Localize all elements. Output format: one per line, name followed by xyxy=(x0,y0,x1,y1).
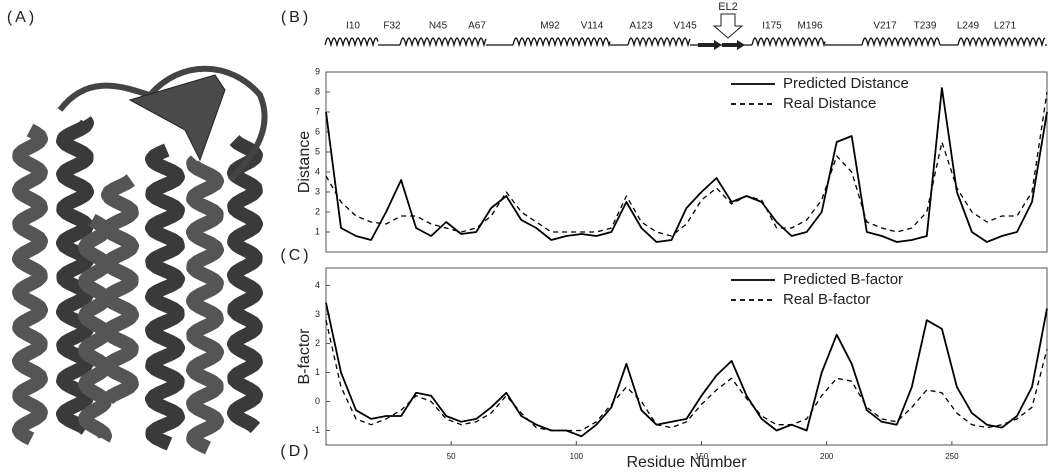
series-line xyxy=(325,87,1048,243)
helix xyxy=(751,37,826,48)
y-tick-label: 1 xyxy=(315,226,320,236)
helix xyxy=(627,37,691,48)
panel-label: (D) xyxy=(280,443,311,460)
structure-label: I10 xyxy=(346,21,360,32)
legend-label: Real B-factor xyxy=(783,291,871,308)
y-tick-label: 2 xyxy=(315,206,320,216)
y-tick-label: 9 xyxy=(315,66,320,76)
y-tick-label: 2 xyxy=(315,338,320,348)
structure-label: M196 xyxy=(797,21,822,32)
x-axis-label: Residue Number xyxy=(626,454,747,471)
legend-label: Predicted B-factor xyxy=(783,271,903,288)
helix-gap xyxy=(325,36,378,46)
x-tick-label: 150 xyxy=(695,452,709,461)
y-tick-label: 1 xyxy=(315,367,320,377)
y-axis-label: B-factor xyxy=(296,328,313,385)
legend-label: Predicted Distance xyxy=(783,75,909,92)
y-tick-label: 6 xyxy=(315,126,320,136)
y-tick-label: 3 xyxy=(315,309,320,319)
loop-arrow xyxy=(712,13,744,39)
structure-label: L271 xyxy=(994,21,1017,32)
y-tick-label: 7 xyxy=(315,106,320,116)
protein-structure xyxy=(12,65,268,455)
helix xyxy=(512,37,611,48)
helix xyxy=(56,116,94,435)
series-line xyxy=(325,302,1048,438)
series-line xyxy=(325,91,1048,237)
y-tick-label: 8 xyxy=(315,86,320,96)
structure-label: L249 xyxy=(957,21,980,32)
x-tick-label: 250 xyxy=(945,452,959,461)
structure-label: V145 xyxy=(673,21,697,32)
secondary-structure: EL2 I10 F32 N45 A67 M92 V114 A123 V145 I175 M196 V2… xyxy=(324,1,1047,50)
structure-label: A123 xyxy=(629,21,653,32)
series-line xyxy=(325,320,1048,432)
strand xyxy=(698,40,722,50)
loop xyxy=(57,65,268,183)
x-tick-label: 50 xyxy=(447,452,456,461)
strand xyxy=(722,40,745,50)
plot-frame xyxy=(325,71,1048,253)
y-tick-label: 0 xyxy=(315,396,320,406)
helix xyxy=(101,174,139,405)
structure-label: A67 xyxy=(468,21,486,32)
y-tick-label: 4 xyxy=(315,166,320,176)
helix xyxy=(324,37,379,48)
legend-label: Real Distance xyxy=(783,95,876,112)
helix xyxy=(145,143,185,451)
y-tick-label: 5 xyxy=(315,146,320,156)
y-tick-label: -1 xyxy=(312,425,320,435)
x-tick-label: 100 xyxy=(570,452,584,461)
helix xyxy=(227,134,263,434)
helix xyxy=(399,37,487,48)
helix xyxy=(861,37,941,48)
helix xyxy=(186,155,224,455)
y-tick-label: 3 xyxy=(315,186,320,196)
helix xyxy=(12,123,48,446)
sheet xyxy=(128,74,226,162)
panel-label: (C) xyxy=(280,247,311,264)
y-tick-label: 4 xyxy=(315,280,320,290)
loop-label: EL2 xyxy=(718,1,738,13)
panel-label: (A) xyxy=(7,9,37,26)
structure-label: V217 xyxy=(873,21,897,32)
panel-label: (B) xyxy=(281,9,311,26)
x-tick-label: 200 xyxy=(820,452,834,461)
helix xyxy=(957,37,1046,48)
plot-frame xyxy=(325,267,1048,446)
structure-label: N45 xyxy=(429,21,448,32)
y-axis-label: Distance xyxy=(296,131,313,193)
structure-label: I175 xyxy=(762,21,782,32)
structure-label: F32 xyxy=(383,21,401,32)
structure-label: T239 xyxy=(914,21,937,32)
structure-label: M92 xyxy=(540,21,560,32)
structure-label: V114 xyxy=(581,21,604,32)
helix-gap xyxy=(862,36,940,46)
helix xyxy=(78,213,112,443)
